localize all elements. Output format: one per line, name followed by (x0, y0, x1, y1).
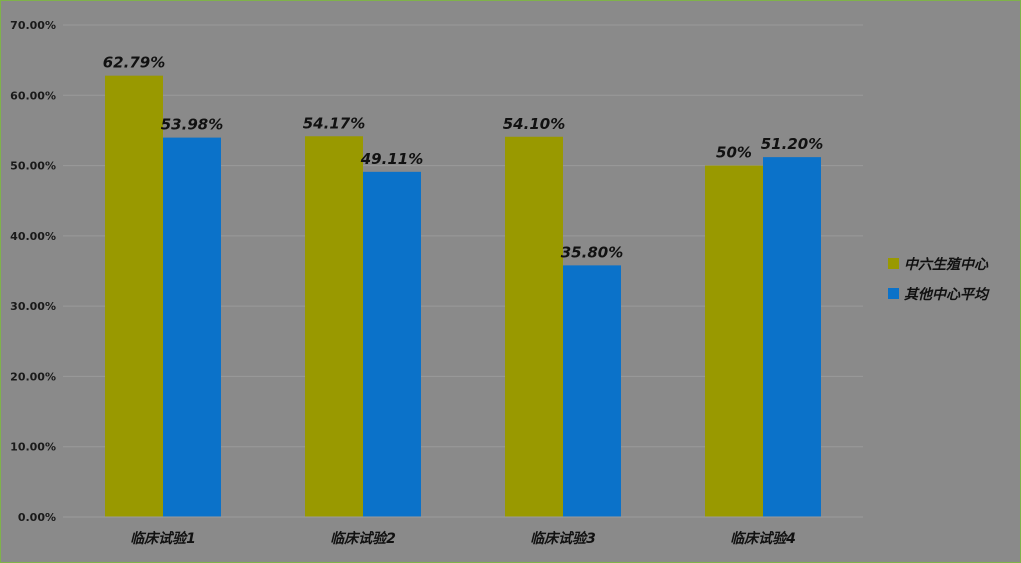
y-axis: 0.00% 10.00% 20.00% 30.00% 40.00% 50.00% 60.00… (10, 19, 56, 524)
data-label: 62.79% (103, 54, 165, 72)
y-tick-label: 30.00% (10, 300, 56, 313)
legend-swatch (888, 258, 899, 269)
bar-series2 (563, 265, 621, 517)
x-tick-label: 临床试验4 (730, 530, 796, 547)
y-tick-label: 40.00% (10, 230, 56, 243)
data-label: 35.80% (561, 243, 623, 261)
data-labels: 62.79% 53.98% 54.17% 49.11% 54.10% 35.80% 50% 5… (103, 54, 823, 262)
legend-label: 中六生殖中心 (904, 256, 989, 273)
y-tick-label: 70.00% (10, 19, 56, 32)
bar-series2 (763, 157, 821, 517)
y-tick-label: 60.00% (10, 89, 56, 102)
bars (105, 75, 821, 518)
y-tick-label: 50.00% (10, 160, 56, 173)
bar-series1 (305, 136, 363, 518)
bar-series2 (163, 137, 221, 517)
x-tick-label: 临床试验3 (530, 530, 596, 547)
data-label: 54.10% (503, 115, 565, 133)
data-label: 50% (716, 144, 752, 162)
legend-swatch (888, 288, 899, 299)
data-label: 49.11% (360, 150, 423, 168)
x-tick-label: 临床试验2 (330, 530, 396, 547)
y-tick-label: 0.00% (18, 511, 56, 524)
data-label: 54.17% (303, 114, 365, 132)
y-tick-label: 20.00% (10, 370, 56, 383)
bar-series1 (105, 75, 163, 518)
data-label: 53.98% (161, 116, 223, 134)
x-axis: 临床试验1 临床试验2 临床试验3 临床试验4 (63, 516, 863, 547)
legend-label: 其他中心平均 (904, 286, 990, 303)
bar-series1 (505, 136, 563, 518)
bar-series2 (363, 171, 421, 518)
data-label: 51.20% (761, 135, 823, 153)
x-tick-label: 临床试验1 (130, 530, 196, 547)
y-tick-label: 10.00% (10, 441, 56, 454)
bar-series1 (705, 165, 763, 518)
